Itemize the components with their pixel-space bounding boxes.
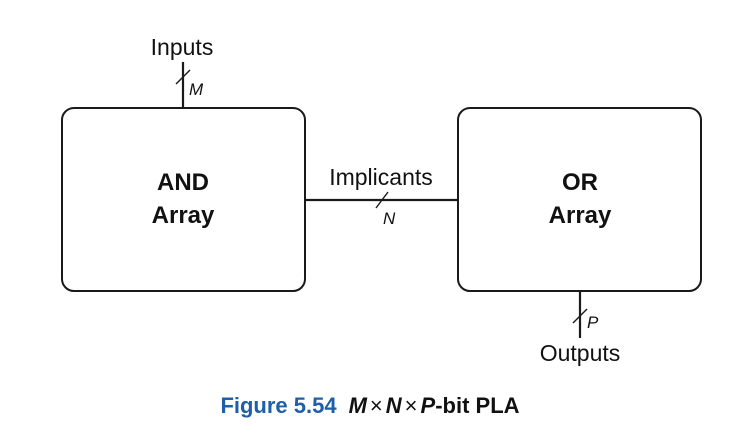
outputs-bus-width-slash	[572, 308, 588, 324]
outputs-label: Outputs	[540, 340, 621, 366]
caption-suffix: -bit PLA	[435, 393, 520, 418]
inputs-width-label: M	[189, 80, 204, 99]
caption-p: P	[420, 393, 436, 418]
caption-m: M	[348, 393, 367, 418]
and-array-block: AND Array	[61, 107, 306, 292]
or-array-label-line1: OR	[562, 169, 598, 196]
implicants-width-label: N	[383, 209, 396, 228]
outputs-bus: P Outputs	[540, 291, 621, 366]
and-array-label-line1: AND	[157, 169, 209, 196]
implicants-label: Implicants	[329, 164, 433, 190]
or-array-box	[457, 107, 702, 292]
caption-times-1: ×	[369, 393, 383, 418]
inputs-bus-width-slash	[175, 69, 191, 85]
inputs-label: Inputs	[151, 34, 214, 60]
implicants-bus: Implicants N	[305, 164, 458, 228]
and-array-box	[61, 107, 306, 292]
figure-number: Figure 5.54	[220, 393, 337, 418]
outputs-width-label: P	[587, 313, 599, 332]
caption-n: N	[385, 393, 402, 418]
pla-block-diagram: Inputs M AND Array Implicants N OR Array…	[61, 34, 702, 366]
figure-title: M × N × P-bit PLA	[349, 393, 520, 418]
implicants-bus-width-slash	[375, 191, 389, 209]
or-array-block: OR Array	[457, 107, 702, 292]
or-array-label-line2: Array	[549, 202, 612, 229]
and-array-label-line2: Array	[152, 202, 215, 229]
inputs-bus: Inputs M	[151, 34, 214, 108]
caption-times-2: ×	[404, 393, 418, 418]
figure-caption: Figure 5.54 M × N × P-bit PLA	[0, 393, 740, 419]
